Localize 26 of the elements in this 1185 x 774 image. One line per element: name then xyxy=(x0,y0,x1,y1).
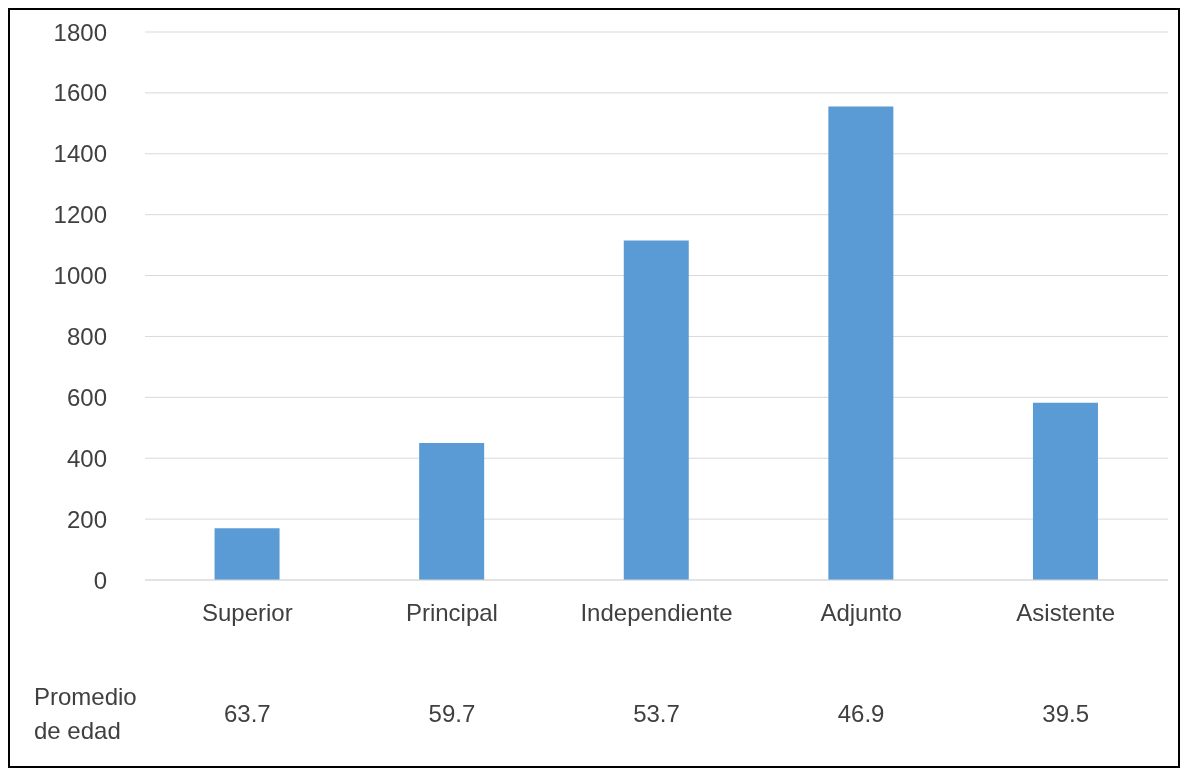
x-tick-label: Asistente xyxy=(1016,599,1116,627)
y-tick-label: 800 xyxy=(66,322,107,350)
text: 53.7 xyxy=(632,700,681,728)
y-tick-label: 1600 xyxy=(53,79,107,107)
bar xyxy=(214,528,280,580)
text: 46.9 xyxy=(836,700,886,728)
bar xyxy=(623,240,689,580)
text: 59.7 xyxy=(427,700,477,728)
text: 63.7 xyxy=(222,700,272,728)
x-tick-label: Independiente xyxy=(580,599,733,627)
x-tick-label: Adjunto xyxy=(820,599,902,627)
bar xyxy=(1032,402,1098,580)
bar xyxy=(419,443,485,580)
y-tick-label: 1400 xyxy=(53,140,107,168)
y-tick-label: 600 xyxy=(66,383,107,411)
y-tick-label: 400 xyxy=(66,444,107,472)
y-tick-label: 1200 xyxy=(53,201,107,229)
text: 39.5 xyxy=(1041,700,1091,728)
x-tick-label: Superior xyxy=(201,599,293,627)
bar xyxy=(828,106,894,580)
y-tick-label: 1000 xyxy=(53,262,107,290)
x-tick-label: Principal xyxy=(405,599,498,627)
y-tick-label: 0 xyxy=(93,566,107,594)
y-tick-label: 200 xyxy=(66,505,107,533)
text: Promedio de edad xyxy=(34,683,137,744)
y-tick-label: 1800 xyxy=(53,18,107,46)
